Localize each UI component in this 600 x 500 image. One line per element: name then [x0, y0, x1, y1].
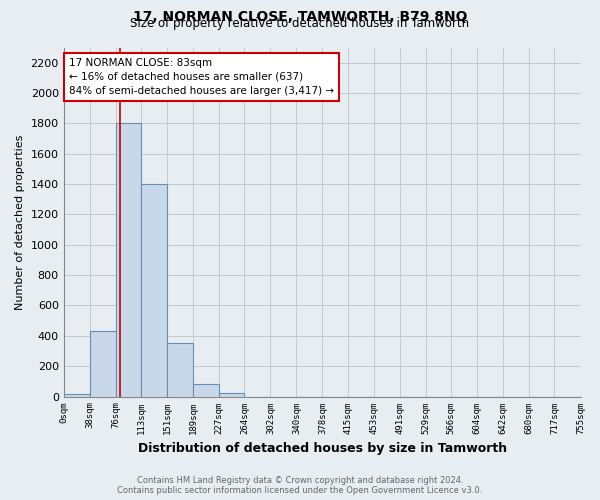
Bar	[64, 394, 89, 396]
Y-axis label: Number of detached properties: Number of detached properties	[15, 134, 25, 310]
Bar	[193, 384, 219, 396]
Bar	[141, 184, 167, 396]
X-axis label: Distribution of detached houses by size in Tamworth: Distribution of detached houses by size …	[137, 442, 506, 455]
Text: Contains HM Land Registry data © Crown copyright and database right 2024.
Contai: Contains HM Land Registry data © Crown c…	[118, 476, 482, 495]
Text: 17, NORMAN CLOSE, TAMWORTH, B79 8NQ: 17, NORMAN CLOSE, TAMWORTH, B79 8NQ	[133, 10, 467, 24]
Bar	[167, 344, 193, 396]
Text: Size of property relative to detached houses in Tamworth: Size of property relative to detached ho…	[130, 18, 470, 30]
Bar	[116, 124, 141, 396]
Bar	[89, 332, 116, 396]
Bar	[219, 393, 244, 396]
Text: 17 NORMAN CLOSE: 83sqm
← 16% of detached houses are smaller (637)
84% of semi-de: 17 NORMAN CLOSE: 83sqm ← 16% of detached…	[69, 58, 334, 96]
